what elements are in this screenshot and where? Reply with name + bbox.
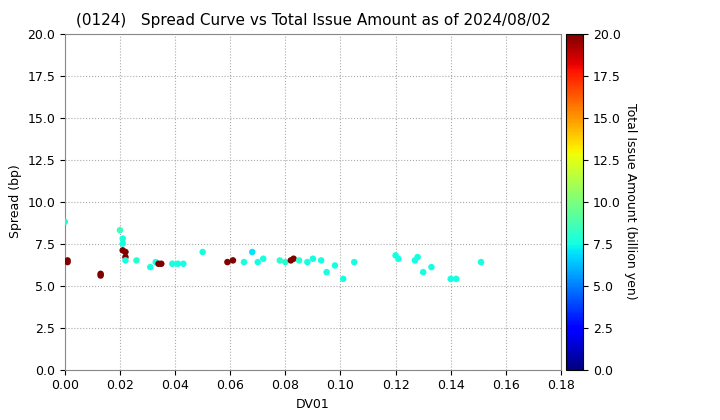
Point	[279, 259, 291, 265]
Point	[117, 240, 128, 247]
Point	[258, 255, 269, 262]
Point	[329, 262, 341, 269]
Point	[95, 272, 107, 279]
Point	[426, 264, 437, 270]
Point	[62, 257, 73, 264]
Point	[156, 260, 167, 267]
Point	[145, 264, 156, 270]
Y-axis label: Total Issue Amount (billion yen): Total Issue Amount (billion yen)	[624, 103, 637, 300]
Point	[285, 257, 297, 264]
Point	[197, 249, 208, 255]
Point	[120, 254, 131, 260]
Point	[246, 249, 258, 255]
Y-axis label: Spread (bp): Spread (bp)	[9, 165, 22, 239]
Point	[150, 259, 161, 265]
Point	[321, 269, 333, 276]
Point	[348, 259, 360, 265]
Point	[166, 260, 178, 267]
Point	[172, 260, 184, 267]
Point	[238, 259, 250, 265]
Point	[117, 235, 128, 242]
Point	[228, 257, 239, 264]
Point	[412, 254, 423, 260]
Point	[120, 257, 131, 264]
Point	[153, 260, 164, 267]
Point	[338, 276, 349, 282]
Point	[114, 227, 126, 234]
Point	[62, 259, 73, 265]
Point	[222, 259, 233, 265]
Point	[178, 260, 189, 267]
Point	[59, 218, 71, 225]
Point	[409, 257, 420, 264]
Point	[392, 255, 404, 262]
Point	[117, 247, 128, 254]
Title: (0124)   Spread Curve vs Total Issue Amount as of 2024/08/02: (0124) Spread Curve vs Total Issue Amoun…	[76, 13, 550, 28]
Point	[120, 249, 131, 255]
X-axis label: DV01: DV01	[296, 398, 330, 411]
Point	[252, 259, 264, 265]
Point	[288, 255, 300, 262]
Point	[445, 276, 456, 282]
Point	[390, 252, 401, 259]
Point	[131, 257, 143, 264]
Point	[418, 269, 429, 276]
Point	[315, 257, 327, 264]
Point	[451, 276, 462, 282]
Point	[302, 259, 313, 265]
Point	[293, 257, 305, 264]
Point	[475, 259, 487, 265]
Point	[307, 255, 319, 262]
Point	[95, 270, 107, 277]
Point	[274, 257, 286, 264]
